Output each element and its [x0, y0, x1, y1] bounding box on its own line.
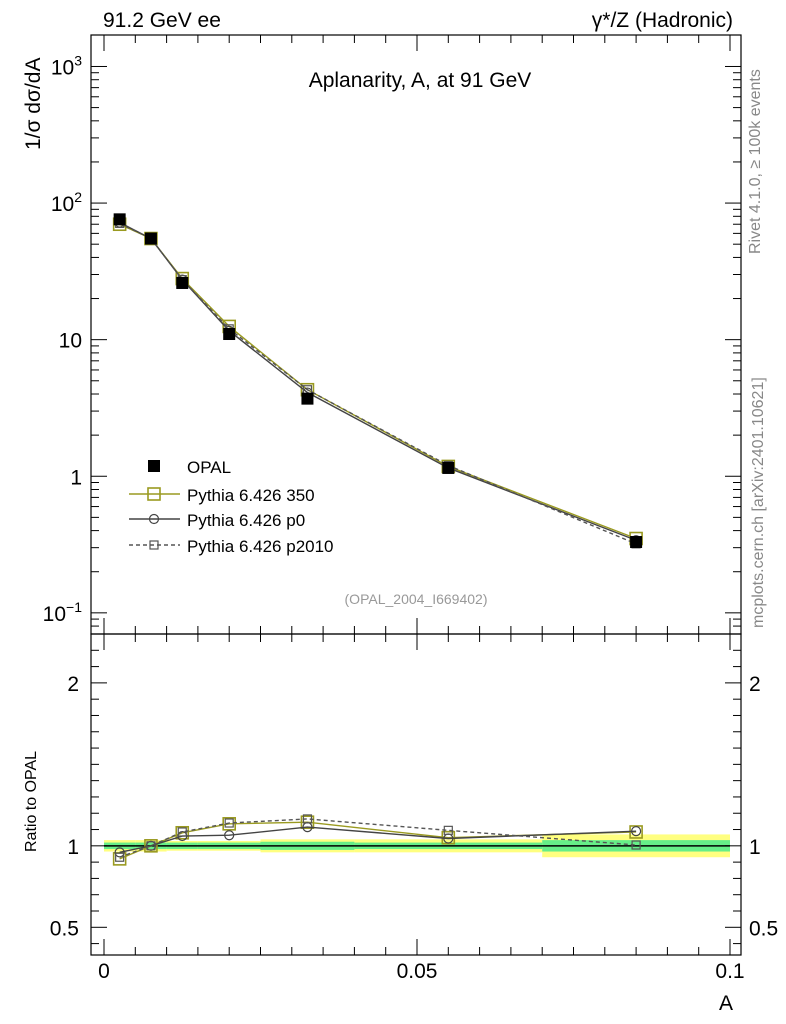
- y-tick-label-exponent: 2: [74, 189, 82, 205]
- legend-marker: [148, 460, 160, 472]
- x-tick-label: 0.05: [397, 960, 438, 983]
- ratio-y-tick-label-right: 2: [749, 673, 761, 696]
- data-point: [630, 536, 643, 549]
- ratio-point: [146, 841, 156, 851]
- analysis-label: (OPAL_2004_I669402): [345, 591, 488, 607]
- ratio-point: [175, 825, 190, 840]
- y-tick-label: 1: [70, 466, 82, 489]
- y-tick-label: 10: [59, 330, 82, 353]
- ratio-point: [300, 815, 315, 830]
- header-right: γ*/Z (Hadronic): [592, 9, 733, 32]
- y-tick-label-base: 10: [43, 603, 66, 626]
- data-point: [144, 232, 157, 245]
- ratio-y-tick-label: 1: [67, 836, 79, 859]
- ratio-y-axis-label: Ratio to OPAL: [23, 751, 40, 852]
- y-tick-label: 102: [51, 189, 82, 216]
- ratio-point: [443, 825, 453, 835]
- ratio-plot-area: 0 0.05 0.1 2 2 1 1 0.5 0.5: [50, 633, 778, 983]
- side-text-top: Rivet 4.1.0, ≥ 100k events: [747, 69, 764, 254]
- y-tick-label-base: 10: [51, 56, 74, 79]
- y-tick-label: 103: [51, 52, 82, 79]
- data-point: [176, 276, 189, 289]
- y-tick-label-exponent: −1: [66, 599, 82, 615]
- ratio-panel: Ratio to OPAL A 0 0.05 0.1 2 2 1 1 0.5 0.5: [23, 633, 778, 1015]
- legend-marker: [147, 487, 161, 501]
- legend-label: OPAL: [187, 458, 231, 477]
- ratio-point: [115, 852, 125, 862]
- data-point: [113, 213, 126, 226]
- x-tick-label: 0.1: [715, 960, 744, 983]
- legend-label: Pythia 6.426 p2010: [187, 537, 334, 556]
- legend-marker: [149, 540, 159, 550]
- header-left: 91.2 GeV ee: [103, 9, 221, 32]
- data-point: [442, 461, 455, 474]
- ratio-point: [630, 826, 642, 837]
- ratio-y-tick-label: 2: [67, 673, 79, 696]
- series-line: [119, 818, 637, 858]
- legend-label: Pythia 6.426 p0: [187, 511, 305, 530]
- data-point: [301, 392, 314, 405]
- ratio-y-tick-label-right: 1: [749, 836, 761, 859]
- ratio-point: [631, 840, 641, 850]
- y-tick-label-exponent: 3: [74, 52, 82, 68]
- main-panel: Aplanarity, A, at 91 GeV 1/σ dσ/dA (OPAL…: [22, 34, 742, 635]
- ratio-point: [224, 830, 235, 841]
- x-tick-label: 0: [98, 960, 110, 983]
- legend: OPAL Pythia 6.426 350 Pythia 6.426 p0 Pythi…: [129, 458, 334, 556]
- y-tick-label: 10−1: [43, 599, 83, 626]
- y-axis-label: 1/σ dσ/dA: [22, 58, 45, 150]
- ratio-frame: [90, 633, 742, 956]
- legend-label: Pythia 6.426 350: [187, 486, 315, 505]
- ratio-y-tick-label: 0.5: [50, 917, 79, 940]
- ratio-point: [177, 827, 187, 837]
- ratio-point: [222, 817, 236, 831]
- x-axis-label: A: [719, 992, 733, 1015]
- data-point: [223, 328, 236, 341]
- ratio-point: [144, 839, 158, 853]
- side-text-bottom: mcplots.cern.ch [arXiv:2401.10621]: [750, 377, 767, 628]
- ratio-point: [302, 814, 313, 824]
- ratio-y-tick-label-right: 0.5: [749, 917, 778, 940]
- ratio-point: [224, 818, 234, 828]
- y-tick-label-base: 10: [51, 193, 74, 216]
- legend-marker: [148, 513, 160, 525]
- chart-title: Aplanarity, A, at 91 GeV: [309, 69, 532, 92]
- series-line: [119, 826, 637, 854]
